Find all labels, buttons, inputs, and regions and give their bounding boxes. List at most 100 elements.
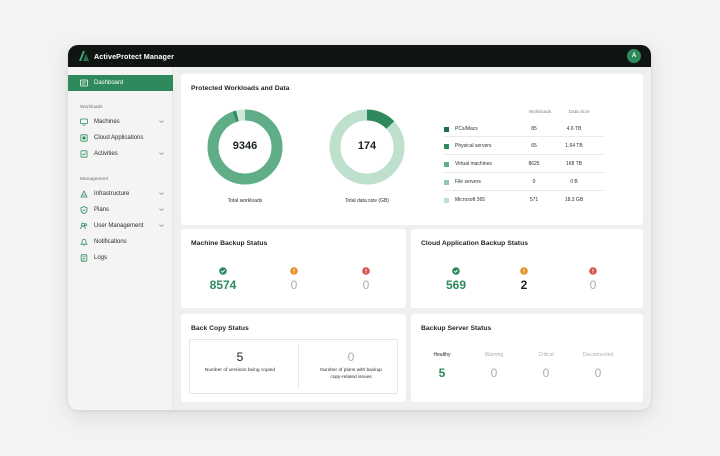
cloud-success-stat[interactable]: 569 — [436, 267, 476, 292]
app-title: ActiveProtect Manager — [94, 51, 174, 61]
legend-name: File servers — [455, 179, 481, 185]
legend-workloads: 85 — [531, 126, 537, 132]
logs-icon — [80, 254, 88, 262]
sidebar-item-label: Infrastructure — [94, 191, 130, 197]
legend-swatch — [444, 144, 449, 149]
sidebar-item-logs[interactable]: Logs — [68, 250, 173, 266]
warning-count: 2 — [520, 278, 528, 292]
bell-icon — [80, 238, 88, 246]
sidebar-item-activities[interactable]: Activities — [68, 146, 173, 162]
sidebar-item-notifications[interactable]: Notifications — [68, 234, 173, 250]
healthy-count[interactable]: 5 — [438, 366, 446, 380]
column-header-data-size: Data Size — [568, 110, 590, 115]
disconnected-label: Disconnected — [582, 352, 614, 358]
success-count: 8574 — [209, 278, 237, 292]
legend-row: Virtual machines 8625 168 TB — [444, 160, 604, 170]
sidebar-item-label: Machines — [94, 119, 120, 125]
divider — [298, 345, 299, 388]
critical-label: Critical — [538, 352, 554, 358]
legend-data-size: 168 TB — [565, 161, 583, 167]
workloads-donut-chart — [207, 109, 283, 185]
warning-count: 0 — [290, 278, 298, 292]
backup-server-status-card: Backup Server Status Healthy 5 Warning 0… — [411, 314, 643, 402]
total-data-label: Total data size (GB) — [345, 198, 389, 204]
sidebar-item-machines[interactable]: Machines — [68, 114, 173, 130]
divider — [444, 136, 604, 137]
sidebar-item-infrastructure[interactable]: Infrastructure — [68, 186, 173, 202]
legend-name: Virtual machines — [455, 161, 492, 167]
warning-label: Warning — [484, 352, 504, 358]
data-size-donut-chart — [329, 109, 405, 185]
legend-data-size: 4.6 TB — [566, 126, 582, 132]
plans-with-issues-value[interactable]: 0 — [347, 350, 355, 364]
sidebar-item-dashboard[interactable]: Dashboard — [68, 75, 173, 91]
sidebar-item-cloud-applications[interactable]: Cloud Applications — [68, 130, 173, 146]
legend-name: Physical servers — [455, 143, 492, 149]
cloud-icon — [80, 134, 88, 142]
chevron-down-icon — [159, 152, 164, 155]
column-header-workloads: Workloads — [528, 110, 552, 115]
cloud-backup-status-card: Cloud Application Backup Status 569 2 0 — [411, 229, 643, 308]
sidebar-item-label: User Management — [94, 223, 144, 229]
chevron-down-icon — [159, 120, 164, 123]
back-copy-box — [189, 339, 398, 394]
disconnected-count[interactable]: 0 — [594, 366, 602, 380]
sidebar-item-plans[interactable]: Plans — [68, 202, 173, 218]
chevron-down-icon — [159, 224, 164, 227]
check-circle-icon — [452, 267, 460, 275]
divider — [444, 190, 604, 191]
divider — [444, 172, 604, 173]
critical-count[interactable]: 0 — [542, 366, 550, 380]
legend-name: Microsoft 365 — [455, 197, 486, 203]
dashboard-icon — [80, 79, 88, 87]
machine-success-stat[interactable]: 8574 — [203, 267, 243, 292]
legend-data-size: 1.64 TB — [565, 143, 583, 149]
legend-workloads: 8625 — [528, 161, 540, 167]
sidebar-item-label: Activities — [94, 151, 118, 157]
sidebar-item-label: Plans — [94, 207, 110, 213]
legend-workloads: 571 — [529, 197, 539, 203]
legend-row: PCs/Macs 85 4.6 TB — [444, 125, 604, 135]
legend-swatch — [444, 127, 449, 132]
total-data-value: 174 — [357, 140, 377, 152]
warning-count[interactable]: 0 — [490, 366, 498, 380]
legend-name: PCs/Macs — [455, 126, 478, 132]
section-label-management: Management — [80, 177, 108, 182]
protected-workloads-card: Protected Workloads and Data 9346 Total … — [181, 74, 643, 225]
users-icon — [80, 222, 88, 230]
cloud-warning-stat[interactable]: 2 — [504, 267, 544, 292]
machine-icon — [80, 118, 88, 126]
sidebar-item-label: Dashboard — [94, 80, 124, 86]
sidebar-item-label: Notifications — [94, 239, 127, 245]
legend-row: Microsoft 365 571 18.3 GB — [444, 196, 604, 206]
chevron-down-icon — [159, 192, 164, 195]
machine-error-stat[interactable]: 0 — [346, 267, 386, 292]
legend-workloads: 65 — [531, 143, 537, 149]
cloud-error-stat[interactable]: 0 — [573, 267, 613, 292]
user-avatar[interactable]: A — [627, 49, 641, 63]
error-icon — [589, 267, 597, 275]
app-logo-icon — [79, 51, 89, 61]
legend-data-size: 0 B — [570, 179, 578, 185]
section-label-workloads: Workloads — [80, 105, 103, 110]
success-count: 569 — [445, 278, 467, 292]
plans-with-issues-label-1: Number of plans with backup — [320, 368, 382, 373]
back-copy-status-card: Back Copy Status 5 Number of versions be… — [181, 314, 406, 402]
error-count: 0 — [589, 278, 597, 292]
warning-icon — [290, 267, 298, 275]
error-icon — [362, 267, 370, 275]
legend-swatch — [444, 180, 449, 185]
sidebar-item-label: Cloud Applications — [94, 135, 144, 141]
card-title: Backup Server Status — [421, 325, 492, 332]
machine-warning-stat[interactable]: 0 — [274, 267, 314, 292]
card-title: Protected Workloads and Data — [191, 85, 290, 92]
error-count: 0 — [362, 278, 370, 292]
sidebar: Dashboard Workloads Machines Cloud Appli… — [68, 67, 173, 410]
legend-row: Physical servers 65 1.64 TB — [444, 142, 604, 152]
versions-copied-value[interactable]: 5 — [236, 350, 244, 364]
activities-icon — [80, 150, 88, 158]
healthy-label: Healthy — [433, 352, 451, 358]
sidebar-item-label: Logs — [94, 255, 108, 261]
card-title: Back Copy Status — [191, 325, 249, 332]
sidebar-item-user-management[interactable]: User Management — [68, 218, 173, 234]
